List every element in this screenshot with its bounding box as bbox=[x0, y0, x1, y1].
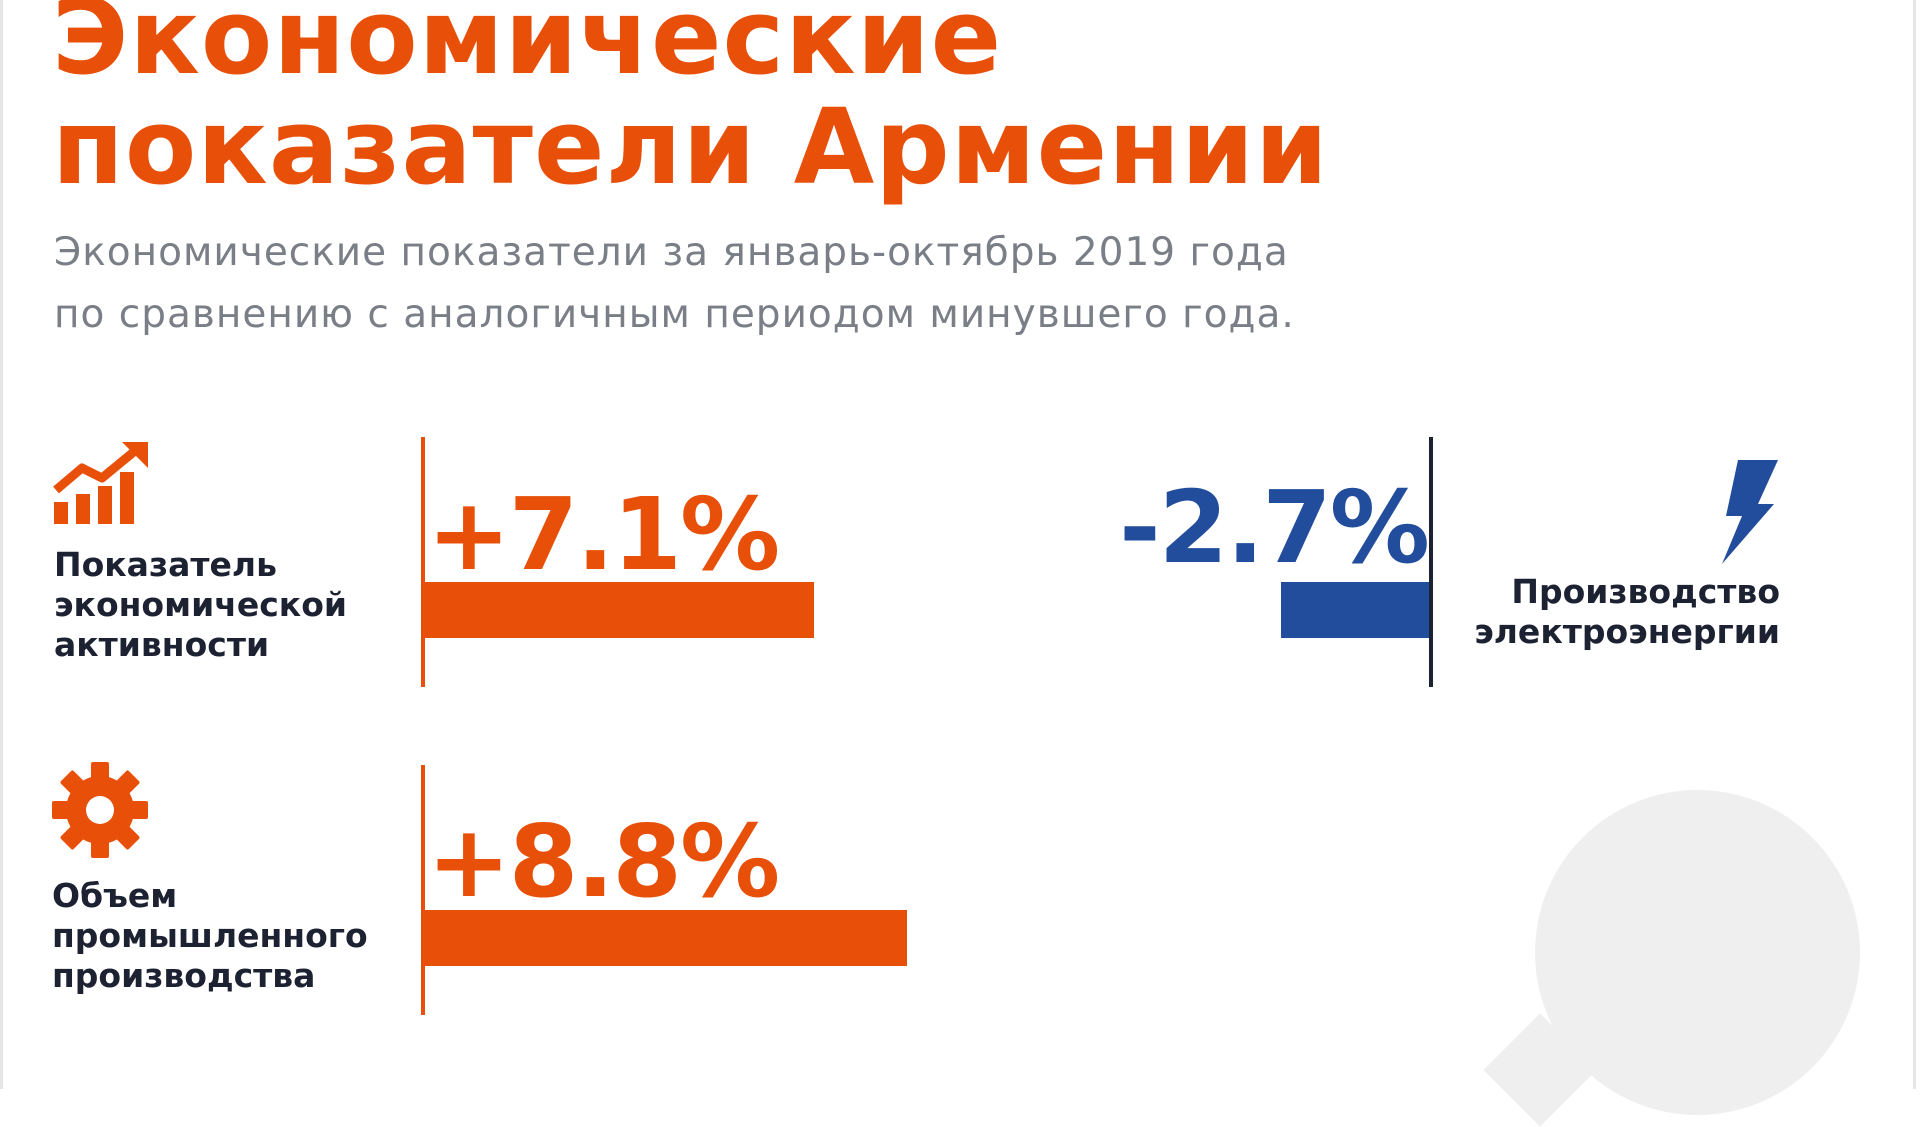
page-subtitle: Экономические показатели за январь-октяб… bbox=[54, 222, 1295, 346]
bar-axis-electricity bbox=[1429, 437, 1433, 687]
label-line: Показатель bbox=[54, 545, 277, 584]
data-label-activity: +7.1% bbox=[427, 476, 780, 593]
label-line: промышленного bbox=[52, 916, 368, 955]
label-line: производства bbox=[52, 956, 316, 995]
bar-electricity bbox=[1280, 582, 1429, 638]
title-line-2: показатели Армении bbox=[52, 86, 1329, 208]
label-line: Объем bbox=[52, 876, 178, 915]
title-line-1: Экономические bbox=[52, 0, 1003, 98]
bar-industry bbox=[423, 910, 907, 966]
growth-chart-icon bbox=[53, 442, 148, 524]
indicator-label-industry: Объем промышленного производства bbox=[52, 876, 368, 996]
page-frame bbox=[0, 0, 1916, 1089]
lightning-icon bbox=[1722, 460, 1778, 564]
decorative-circle bbox=[1535, 790, 1860, 1115]
subtitle-line-1: Экономические показатели за январь-октяб… bbox=[54, 230, 1289, 275]
label-line: экономической bbox=[54, 585, 347, 624]
subtitle-line-2: по сравнению с аналогичным периодом мину… bbox=[54, 292, 1295, 337]
bar-axis-activity bbox=[421, 437, 425, 687]
gear-icon bbox=[52, 762, 148, 858]
data-label-electricity: -2.7% bbox=[1119, 469, 1430, 586]
data-label-industry: +8.8% bbox=[427, 803, 780, 920]
page-title: Экономические показатели Армении bbox=[52, 0, 1329, 202]
label-line: Производство bbox=[1511, 572, 1780, 611]
label-line: активности bbox=[54, 625, 270, 664]
bar-activity bbox=[423, 582, 814, 638]
indicator-label-electricity: Производство электроэнергии bbox=[1420, 572, 1780, 652]
indicator-label-activity: Показатель экономической активности bbox=[54, 545, 347, 665]
bar-axis-industry bbox=[421, 765, 425, 1015]
label-line: электроэнергии bbox=[1474, 612, 1780, 651]
